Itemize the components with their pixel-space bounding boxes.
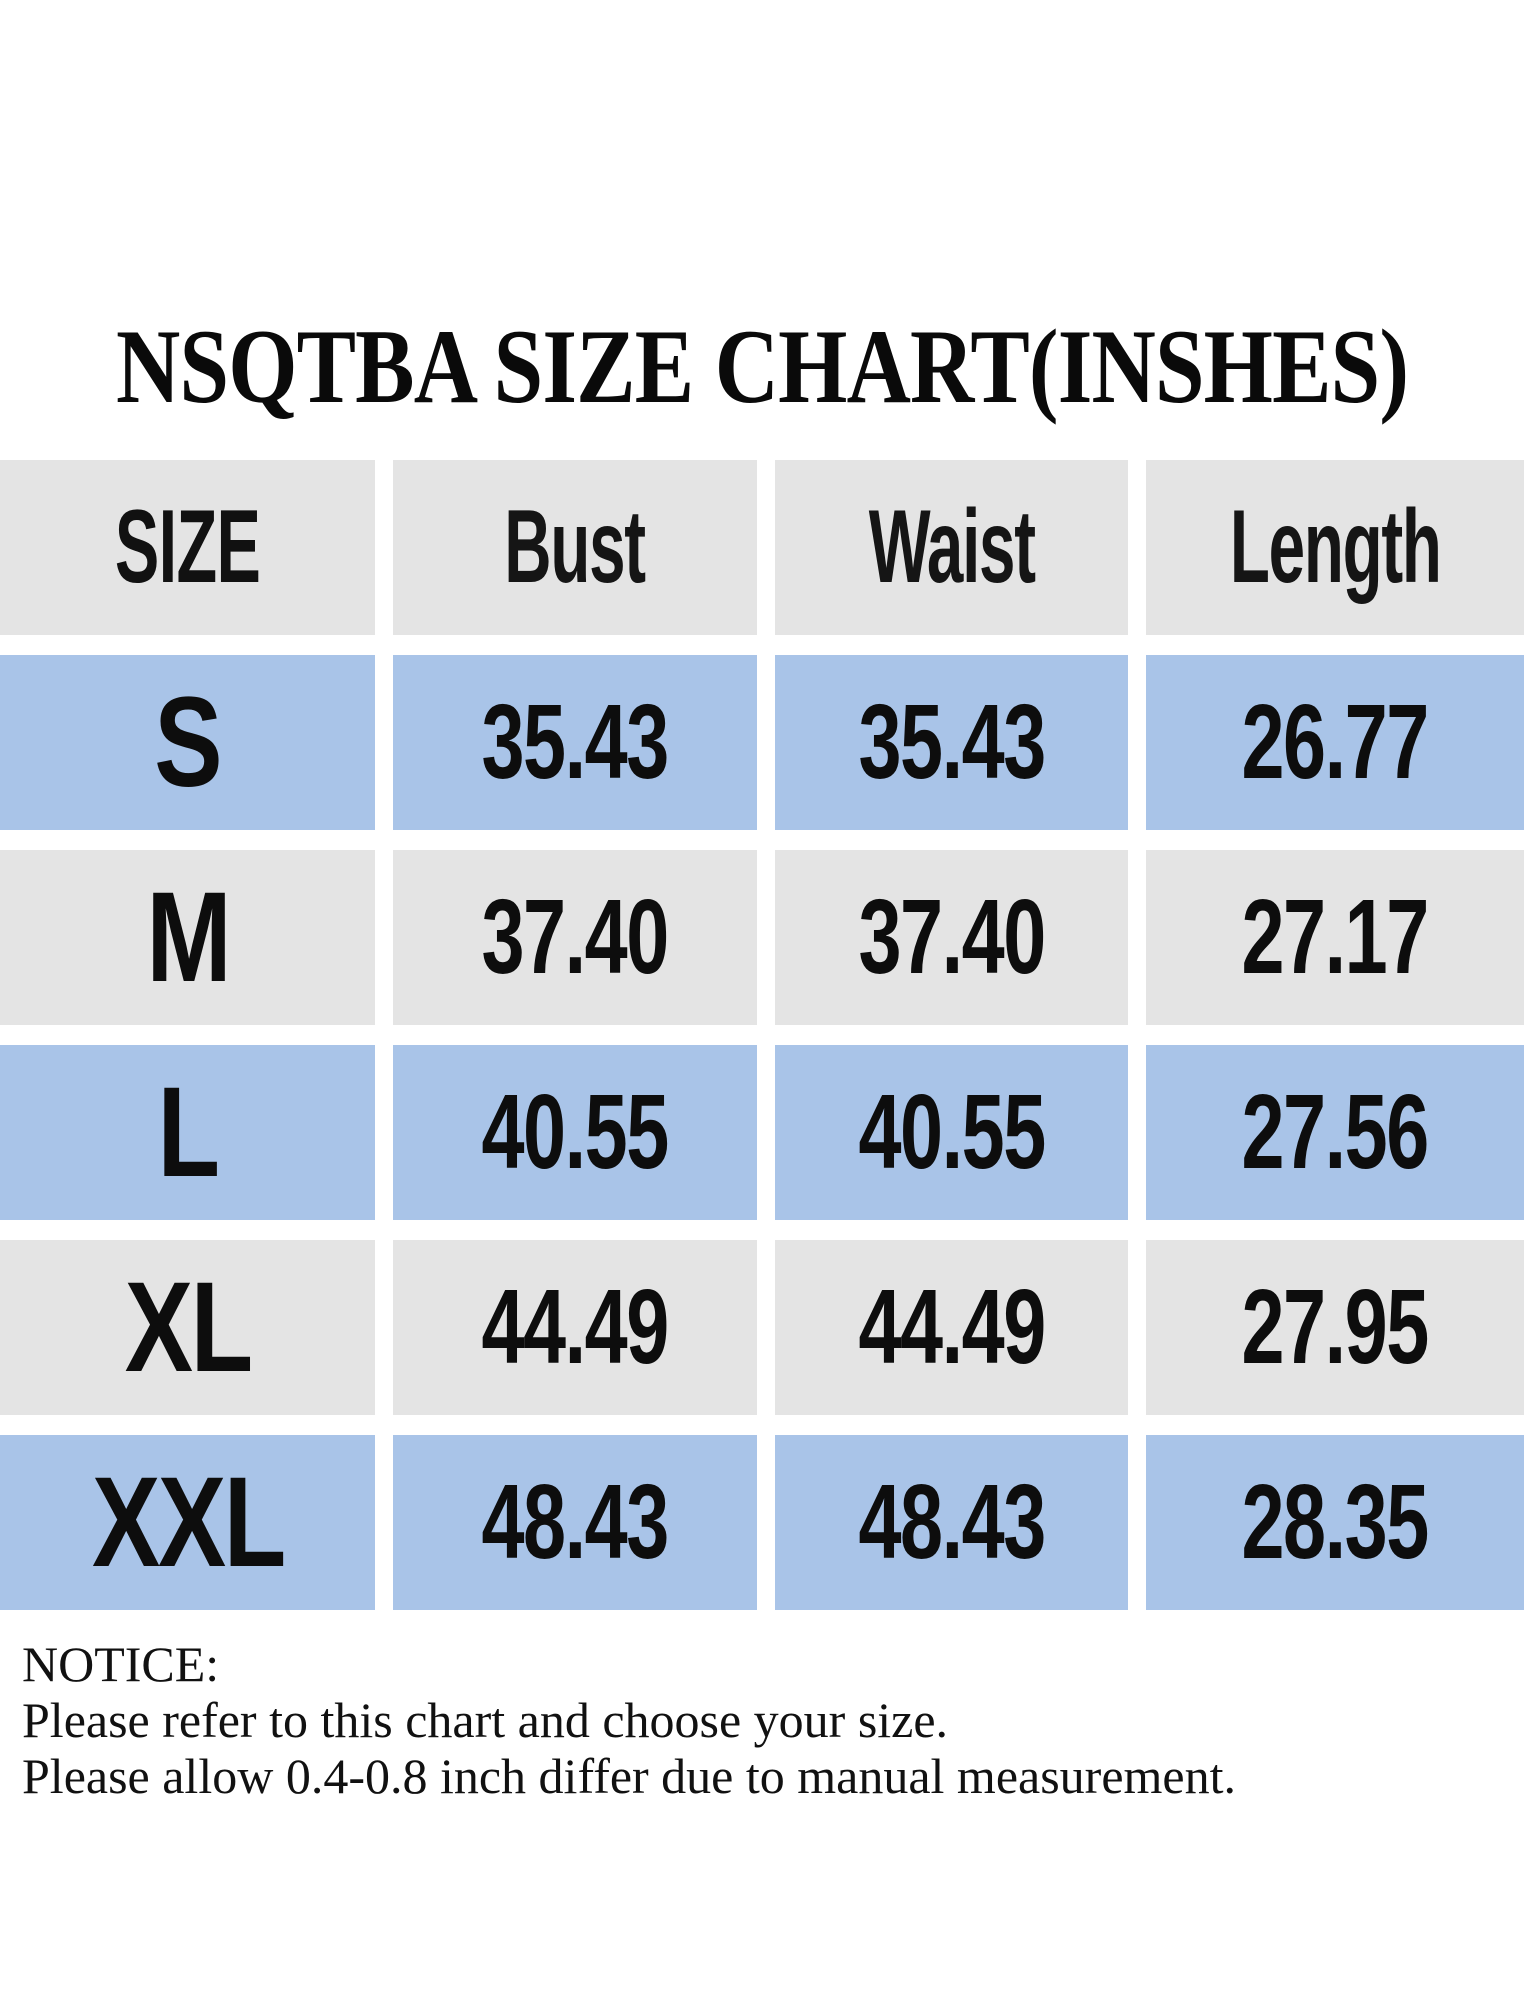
size-cell-s: S	[0, 655, 375, 830]
waist-value-m: 37.40	[858, 878, 1046, 996]
waist-cell-m: 37.40	[775, 850, 1128, 1025]
length-cell-m: 27.17	[1146, 850, 1524, 1025]
bust-value-l: 40.55	[481, 1073, 670, 1191]
header-length-label: Length	[1229, 489, 1442, 605]
length-cell-xxl: 28.35	[1146, 1435, 1524, 1610]
size-cell-l: L	[0, 1045, 375, 1220]
waist-cell-xxl: 48.43	[775, 1435, 1128, 1610]
bust-cell-l: 40.55	[393, 1045, 757, 1220]
bust-cell-xxl: 48.43	[393, 1435, 757, 1610]
notice-line-2: Please allow 0.4-0.8 inch differ due to …	[22, 1748, 1236, 1804]
bust-value-m: 37.40	[481, 878, 670, 996]
notice-section: NOTICE: Please refer to this chart and c…	[22, 1636, 1502, 1804]
size-cell-m: M	[0, 850, 375, 1025]
header-bust-label: Bust	[504, 489, 647, 605]
bust-cell-s: 35.43	[393, 655, 757, 830]
notice-heading: NOTICE:	[22, 1636, 220, 1692]
length-value-xxl: 28.35	[1241, 1463, 1430, 1581]
header-cell-size: SIZE	[0, 460, 375, 635]
waist-cell-xl: 44.49	[775, 1240, 1128, 1415]
waist-cell-s: 35.43	[775, 655, 1128, 830]
size-label-m: M	[146, 866, 231, 1009]
length-value-s: 26.77	[1241, 683, 1430, 801]
waist-value-xl: 44.49	[858, 1268, 1046, 1386]
length-value-l: 27.56	[1241, 1073, 1430, 1191]
waist-cell-l: 40.55	[775, 1045, 1128, 1220]
size-cell-xxl: XXL	[0, 1435, 375, 1610]
length-cell-s: 26.77	[1146, 655, 1524, 830]
header-cell-bust: Bust	[393, 460, 757, 635]
size-table: SIZE Bust Waist Length S 35.43 35.43 26.…	[0, 460, 1524, 1610]
header-waist-label: Waist	[868, 489, 1035, 605]
waist-value-s: 35.43	[858, 683, 1046, 801]
size-label-xl: XL	[124, 1256, 252, 1399]
bust-value-xxl: 48.43	[481, 1463, 670, 1581]
size-cell-xl: XL	[0, 1240, 375, 1415]
size-label-xxl: XXL	[91, 1451, 286, 1594]
length-cell-l: 27.56	[1146, 1045, 1524, 1220]
waist-value-l: 40.55	[858, 1073, 1046, 1191]
bust-cell-m: 37.40	[393, 850, 757, 1025]
page-title-text: NSQTBA SIZE CHART(INSHES)	[115, 308, 1409, 425]
bust-value-xl: 44.49	[481, 1268, 670, 1386]
bust-value-s: 35.43	[481, 683, 670, 801]
length-cell-xl: 27.95	[1146, 1240, 1524, 1415]
page-title: NSQTBA SIZE CHART(INSHES)	[0, 306, 1524, 428]
header-cell-waist: Waist	[775, 460, 1128, 635]
size-label-l: L	[157, 1061, 220, 1204]
size-label-s: S	[154, 671, 223, 814]
waist-value-xxl: 48.43	[858, 1463, 1046, 1581]
bust-cell-xl: 44.49	[393, 1240, 757, 1415]
length-value-xl: 27.95	[1241, 1268, 1430, 1386]
header-size-label: SIZE	[114, 489, 261, 605]
length-value-m: 27.17	[1241, 878, 1430, 996]
notice-line-1: Please refer to this chart and choose yo…	[22, 1692, 949, 1748]
header-cell-length: Length	[1146, 460, 1524, 635]
